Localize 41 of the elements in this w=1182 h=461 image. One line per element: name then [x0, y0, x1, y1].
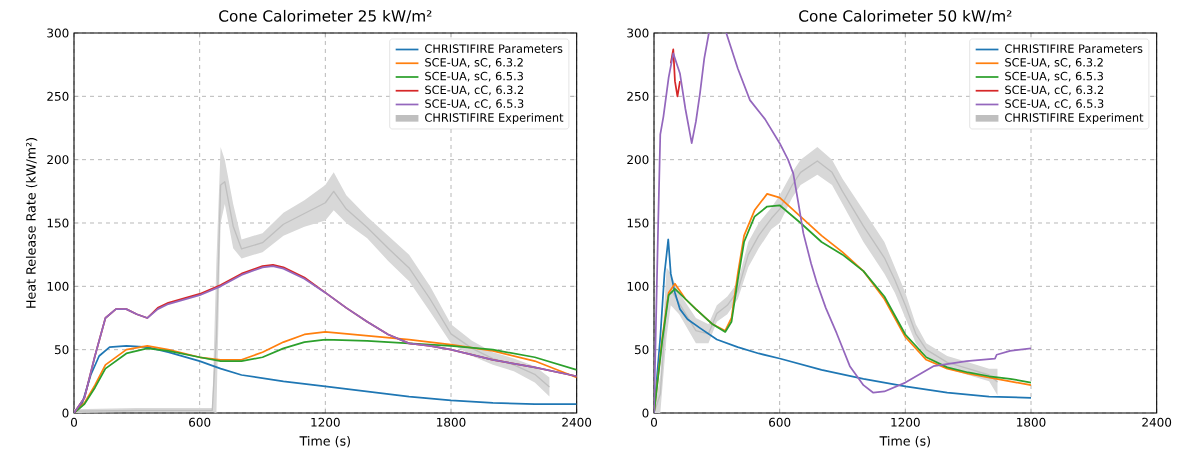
y-tick-label: 300	[627, 28, 649, 38]
y-tick-label: 300	[47, 28, 69, 38]
y-tick-label: 0	[642, 408, 649, 418]
x-tick-label: 600	[769, 417, 791, 427]
legend-label: SCE-UA, sC, 6.5.3	[1005, 71, 1103, 82]
x-tick-label: 0	[70, 417, 78, 427]
y-tick-label: 100	[47, 281, 69, 291]
legend-label: CHRISTIFIRE Parameters	[1005, 44, 1143, 53]
y-axis-title: Heat Release Rate (kW/m²)	[25, 138, 38, 308]
legend-label: SCE-UA, sC, 6.5.3	[425, 71, 523, 82]
legend-label: SCE-UA, sC, 6.3.2	[425, 58, 523, 68]
legend-label: SCE-UA, cC, 6.3.2	[425, 85, 524, 96]
legend-label: CHRISTIFIRE Parameters	[425, 44, 563, 53]
chart-title: Cone Calorimeter 25 kW/m²	[219, 9, 432, 23]
x-tick-label: 1800	[437, 417, 466, 427]
x-tick-label: 600	[189, 417, 211, 427]
y-tick-label: 200	[47, 155, 69, 165]
legend-label: SCE-UA, sC, 6.3.2	[1005, 58, 1103, 68]
legend-label: CHRISTIFIRE Experiment	[425, 113, 564, 124]
legend-label: SCE-UA, cC, 6.5.3	[1005, 99, 1104, 110]
x-axis-title: Time (s)	[299, 435, 350, 448]
x-axis-title: Time (s)	[879, 435, 930, 448]
x-tick-label: 1200	[891, 417, 920, 427]
x-tick-label: 2400	[1142, 417, 1172, 427]
x-tick-label: 1800	[1017, 417, 1046, 427]
y-tick-label: 200	[627, 155, 649, 165]
legend-label: CHRISTIFIRE Experiment	[1005, 113, 1144, 124]
legend-label: SCE-UA, cC, 6.5.3	[425, 99, 524, 110]
y-tick-label: 150	[627, 218, 649, 228]
y-tick-label: 50	[54, 345, 69, 355]
y-tick-label: 150	[47, 218, 69, 228]
x-tick-label: 2400	[562, 417, 592, 427]
y-tick-label: 50	[634, 345, 649, 355]
y-tick-label: 250	[627, 91, 649, 101]
y-tick-label: 0	[62, 408, 69, 418]
legend-label: SCE-UA, cC, 6.3.2	[1005, 85, 1104, 96]
y-tick-label: 100	[627, 281, 649, 291]
y-tick-label: 250	[47, 91, 69, 101]
chart-title: Cone Calorimeter 50 kW/m²	[799, 9, 1012, 23]
x-tick-label: 1200	[311, 417, 340, 427]
x-tick-label: 0	[650, 417, 658, 427]
